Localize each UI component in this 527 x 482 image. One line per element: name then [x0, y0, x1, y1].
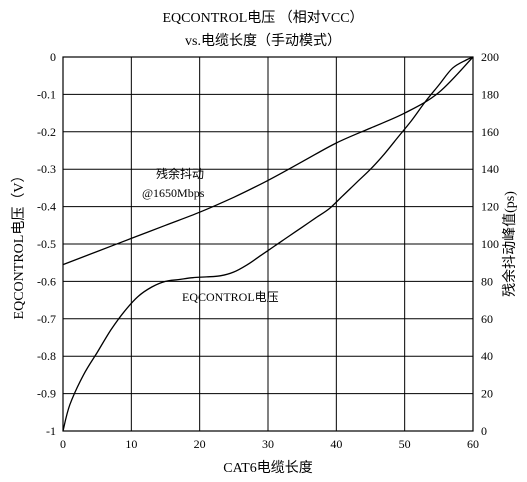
y-right-tick-label: 200 — [481, 50, 499, 64]
chart-title-line2: vs.电缆长度（手动模式） — [185, 33, 341, 49]
y-right-tick-label: 100 — [481, 237, 499, 251]
y-left-tick-label: -0.9 — [37, 387, 56, 401]
plot-frame — [62, 56, 474, 432]
y-right-tick-label: 40 — [481, 349, 493, 363]
annotation-jitter-line2: @1650Mbps — [142, 186, 205, 200]
y-left-tick-label: -0.1 — [37, 87, 56, 101]
y-left-tick-label: -0.4 — [37, 200, 56, 214]
series-eqcontrol-voltage-line — [62, 56, 474, 432]
grid-lines — [62, 56, 474, 432]
series-residual-jitter-line — [62, 56, 474, 266]
x-tick-label: 0 — [60, 437, 66, 451]
x-tick-label: 20 — [194, 437, 206, 451]
y-left-tick-label: -0.3 — [37, 162, 56, 176]
data-series — [62, 56, 474, 432]
x-axis-label: CAT6电缆长度 — [223, 460, 312, 476]
y-right-tick-label: 140 — [481, 162, 499, 176]
x-tick-label: 40 — [330, 437, 342, 451]
x-tick-label: 60 — [467, 437, 479, 451]
y-right-tick-label: 60 — [481, 312, 493, 326]
y-right-tick-label: 80 — [481, 274, 493, 288]
y-left-tick-label: -1 — [46, 424, 56, 438]
y-right-tick-label: 160 — [481, 125, 499, 139]
y-left-tick-label: 0 — [50, 50, 56, 64]
y-left-tick-label: -0.6 — [37, 274, 56, 288]
y-left-tick-label: -0.8 — [37, 349, 56, 363]
x-tick-label: 30 — [262, 437, 274, 451]
y-right-tick-label: 0 — [481, 424, 487, 438]
y-right-tick-label: 20 — [481, 387, 493, 401]
x-tick-label: 10 — [125, 437, 137, 451]
annotation-eqcontrol: EQCONTROL电压 — [182, 290, 279, 304]
tick-labels: 0 10 20 30 40 50 600-0.1-0.2-0.3-0.4-0.5-0.6-0… — [37, 50, 499, 451]
y-left-tick-label: -0.5 — [37, 237, 56, 251]
y-left-tick-label: -0.2 — [37, 125, 56, 139]
y-right-tick-label: 120 — [481, 200, 499, 214]
y-axis-left-label: EQCONTROL电压（V） — [11, 169, 27, 320]
y-axis-right-label: 残余抖动峰值(ps) — [501, 191, 518, 297]
y-right-tick-label: 180 — [481, 87, 499, 101]
annotation-jitter-line1: 残余抖动 — [156, 166, 204, 181]
x-tick-label: 50 — [399, 437, 411, 451]
chart-title-line1: EQCONTROL电压 （相对VCC） — [162, 10, 363, 26]
y-left-tick-label: -0.7 — [37, 312, 56, 326]
